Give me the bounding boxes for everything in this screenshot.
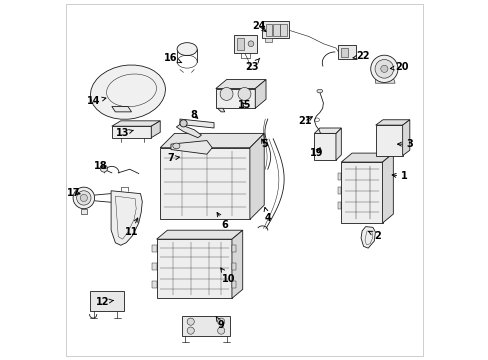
Polygon shape <box>180 119 214 128</box>
Polygon shape <box>249 134 264 220</box>
Polygon shape <box>382 153 392 223</box>
Polygon shape <box>215 89 255 108</box>
Polygon shape <box>112 126 151 138</box>
Text: 5: 5 <box>260 139 267 149</box>
Polygon shape <box>314 128 341 134</box>
Ellipse shape <box>172 143 180 149</box>
Text: 9: 9 <box>216 317 224 329</box>
Ellipse shape <box>220 87 233 100</box>
Ellipse shape <box>187 327 194 334</box>
Polygon shape <box>402 120 409 156</box>
Polygon shape <box>152 263 156 270</box>
Ellipse shape <box>77 191 91 205</box>
Ellipse shape <box>177 42 197 55</box>
Polygon shape <box>112 121 160 126</box>
Polygon shape <box>255 80 265 108</box>
Polygon shape <box>261 21 288 39</box>
Ellipse shape <box>100 165 107 172</box>
Ellipse shape <box>217 318 224 325</box>
Polygon shape <box>340 48 348 57</box>
Text: 23: 23 <box>244 58 259 72</box>
Polygon shape <box>375 78 394 83</box>
Polygon shape <box>111 191 142 245</box>
Ellipse shape <box>238 87 250 100</box>
Text: 7: 7 <box>167 153 179 163</box>
Polygon shape <box>160 134 264 148</box>
Text: 12: 12 <box>96 297 114 307</box>
Polygon shape <box>375 120 409 125</box>
Text: 6: 6 <box>217 212 228 230</box>
Polygon shape <box>81 209 86 214</box>
Polygon shape <box>337 202 341 209</box>
Polygon shape <box>231 263 236 270</box>
Polygon shape <box>231 281 236 288</box>
Ellipse shape <box>90 65 165 119</box>
Polygon shape <box>338 45 355 59</box>
Polygon shape <box>280 24 286 36</box>
Polygon shape <box>265 39 272 42</box>
Polygon shape <box>176 125 201 138</box>
Ellipse shape <box>316 89 322 93</box>
Ellipse shape <box>217 327 224 334</box>
Polygon shape <box>273 24 279 36</box>
Text: 18: 18 <box>94 161 108 171</box>
Text: 4: 4 <box>264 207 271 222</box>
Text: 10: 10 <box>221 268 235 284</box>
Polygon shape <box>231 230 242 298</box>
Ellipse shape <box>73 187 94 209</box>
Polygon shape <box>233 35 257 53</box>
Polygon shape <box>265 24 272 36</box>
Text: 24: 24 <box>252 21 265 31</box>
Text: 19: 19 <box>309 148 322 158</box>
Polygon shape <box>171 140 212 154</box>
Polygon shape <box>360 226 375 248</box>
Polygon shape <box>341 162 382 223</box>
Text: 16: 16 <box>164 53 182 63</box>
Polygon shape <box>337 187 341 194</box>
Text: 17: 17 <box>67 188 81 198</box>
Polygon shape <box>217 108 224 112</box>
Polygon shape <box>156 230 242 239</box>
Polygon shape <box>335 128 341 160</box>
Text: 13: 13 <box>116 129 133 138</box>
Ellipse shape <box>187 318 194 325</box>
Polygon shape <box>182 316 230 336</box>
Text: 15: 15 <box>237 100 251 110</box>
Ellipse shape <box>370 55 397 82</box>
Text: 1: 1 <box>391 171 407 181</box>
Text: 3: 3 <box>397 139 412 149</box>
Text: 20: 20 <box>389 62 408 72</box>
Ellipse shape <box>80 194 87 202</box>
Text: 11: 11 <box>124 218 138 237</box>
Polygon shape <box>314 134 335 160</box>
Polygon shape <box>160 148 249 220</box>
Polygon shape <box>231 245 236 252</box>
Text: 22: 22 <box>352 51 369 61</box>
Polygon shape <box>375 125 402 156</box>
Polygon shape <box>151 121 160 138</box>
Text: 2: 2 <box>368 231 380 240</box>
Ellipse shape <box>247 41 253 46</box>
Polygon shape <box>156 239 231 298</box>
Text: 14: 14 <box>87 96 106 106</box>
Polygon shape <box>215 80 265 89</box>
Polygon shape <box>152 281 156 288</box>
Ellipse shape <box>180 120 187 127</box>
Polygon shape <box>341 153 392 162</box>
Ellipse shape <box>380 65 387 72</box>
Ellipse shape <box>374 59 393 78</box>
Polygon shape <box>90 291 124 311</box>
Polygon shape <box>112 107 131 112</box>
Polygon shape <box>337 173 341 180</box>
Polygon shape <box>236 39 244 50</box>
Polygon shape <box>152 245 156 252</box>
Text: 21: 21 <box>298 116 312 126</box>
Text: 8: 8 <box>190 111 198 121</box>
